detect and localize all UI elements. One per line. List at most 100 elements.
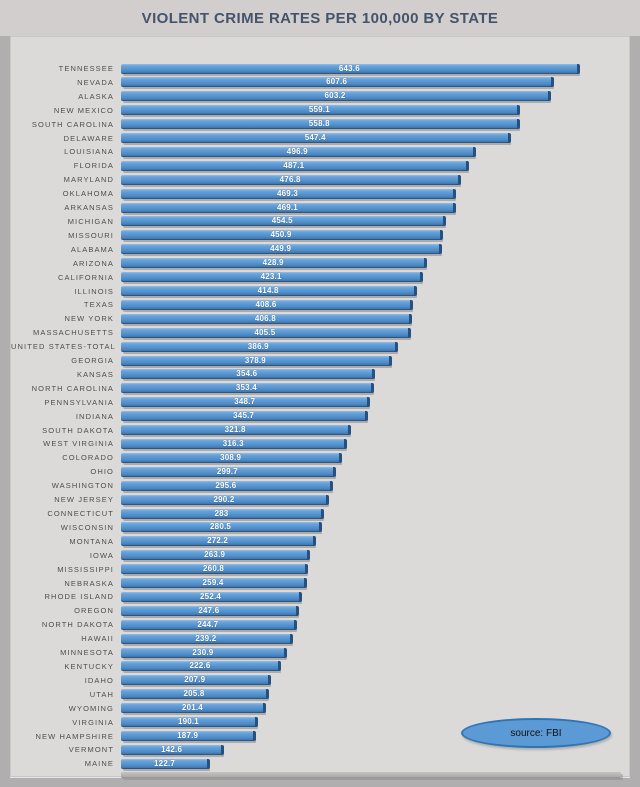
bar-row: VIRGINIA 190.1 <box>11 716 627 729</box>
category-label: ARIZONA <box>72 258 114 268</box>
bar: 454.5 <box>121 216 446 227</box>
bar: 558.8 <box>121 119 520 130</box>
bar-row: KANSAS 354.6 <box>11 368 627 381</box>
bar: 414.8 <box>121 286 418 296</box>
bar-row: ALABAMA 449.9 <box>11 243 627 256</box>
bar-area: 386.9 <box>121 341 627 352</box>
bar: 263.9 <box>121 550 311 561</box>
bar-area: 469.3 <box>121 188 627 199</box>
bar: 295.6 <box>121 480 333 491</box>
bar-area: 353.4 <box>121 383 627 394</box>
bar-area: 643.6 <box>121 63 627 74</box>
bar-row: MINNESOTA 230.9 <box>11 646 627 659</box>
category-label: HAWAII <box>81 634 114 644</box>
bar-area: 201.4 <box>121 703 627 714</box>
value-label: 122.7 <box>154 758 176 768</box>
category-label: COLORADO <box>62 453 114 463</box>
value-label: 547.4 <box>304 133 326 143</box>
bar: 450.9 <box>121 230 443 241</box>
value-label: 405.5 <box>254 327 276 337</box>
value-label: 406.8 <box>254 313 276 323</box>
category-label: ALABAMA <box>70 244 114 254</box>
bar-row: MISSOURI 450.9 <box>11 229 627 242</box>
bar-row: ALASKA 603.2 <box>11 90 627 103</box>
bar: 405.5 <box>121 327 411 338</box>
bar: 316.3 <box>121 438 348 449</box>
category-label: INDIANA <box>75 411 114 421</box>
bar: 259.4 <box>121 578 308 589</box>
bar-row: IOWA 263.9 <box>11 549 627 562</box>
category-label: NEW YORK <box>64 314 114 324</box>
category-label: NORTH CAROLINA <box>31 383 114 393</box>
title-band: VIOLENT CRIME RATES PER 100,000 BY STATE <box>0 0 640 36</box>
bar-area: 607.6 <box>121 77 627 88</box>
value-label: 408.6 <box>255 299 277 309</box>
bar-row: SOUTH CAROLINA 558.8 <box>11 118 627 131</box>
bar-area: 428.9 <box>121 258 627 269</box>
bar: 222.6 <box>121 661 281 672</box>
bar: 643.6 <box>121 63 580 74</box>
category-label: IOWA <box>89 550 114 560</box>
bar-row: OKLAHOMA 469.3 <box>11 187 627 200</box>
bar-row: ARKANSAS 469.1 <box>11 201 627 214</box>
bar-area: 290.2 <box>121 494 627 505</box>
bar-row: NEVADA 607.6 <box>11 76 627 89</box>
bar: 496.9 <box>121 146 476 157</box>
bar-area: 454.5 <box>121 216 627 227</box>
category-label: MASSACHUSETTS <box>33 328 114 338</box>
bar-row: MAINE 122.7 <box>11 757 627 770</box>
value-label: 487.1 <box>283 160 305 170</box>
category-label: NEBRASKA <box>64 578 114 588</box>
bar-row: UTAH 205.8 <box>11 688 627 701</box>
bar: 201.4 <box>121 703 266 714</box>
value-label: 354.6 <box>236 369 258 379</box>
category-label: MICHIGAN <box>67 216 114 226</box>
bar-area: 207.9 <box>121 675 627 686</box>
category-label: VERMONT <box>68 745 114 755</box>
bar-area: 230.9 <box>121 647 627 658</box>
bar: 378.9 <box>121 355 392 366</box>
bar-row: WEST VIRGINIA 316.3 <box>11 437 627 450</box>
bar: 321.8 <box>121 425 352 436</box>
value-label: 558.8 <box>308 119 330 129</box>
bar-row: WYOMING 201.4 <box>11 702 627 715</box>
value-label: 469.1 <box>276 202 298 212</box>
bar: 122.7 <box>121 758 211 769</box>
bar-area: 263.9 <box>121 550 627 561</box>
bar: 299.7 <box>121 466 336 477</box>
value-label: 345.7 <box>233 411 255 421</box>
bar-row: MISSISSIPPI 260.8 <box>11 563 627 576</box>
bar: 308.9 <box>121 452 343 463</box>
value-label: 607.6 <box>326 77 348 87</box>
value-label: 205.8 <box>183 689 205 699</box>
bar-row: ILLINOIS 414.8 <box>11 285 627 298</box>
bar-row: MASSACHUSETTS 405.5 <box>11 326 627 339</box>
bar: 607.6 <box>121 77 555 88</box>
bar-area: 469.1 <box>121 202 627 213</box>
category-label: CONNECTICUT <box>47 509 114 518</box>
bar: 408.6 <box>121 299 413 310</box>
bar-area: 423.1 <box>121 272 627 283</box>
chart-panel: TENNESSEE 643.6 NEVADA 607.6 ALASKA 603.2 NEW … <box>10 36 630 778</box>
bar-area: 378.9 <box>121 355 627 366</box>
value-label: 247.6 <box>198 605 220 615</box>
bar: 187.9 <box>121 731 257 741</box>
bar-area: 345.7 <box>121 411 627 422</box>
value-label: 316.3 <box>222 438 244 448</box>
category-label: DELAWARE <box>63 133 114 143</box>
bar-area: 348.7 <box>121 397 627 408</box>
bar-row: DELAWARE 547.4 <box>11 132 627 145</box>
bar-row: SOUTH DAKOTA 321.8 <box>11 424 627 437</box>
value-label: 469.3 <box>277 188 299 198</box>
bar-row: INDIANA 345.7 <box>11 410 627 423</box>
bar-row: UNITED STATES-TOTAL 386.9 <box>11 340 627 353</box>
bar-area: 299.7 <box>121 466 627 477</box>
value-label: 476.8 <box>279 174 301 184</box>
value-label: 272.2 <box>207 536 229 546</box>
bar-area: 205.8 <box>121 689 627 700</box>
category-label: UTAH <box>89 689 114 699</box>
bar-area: 252.4 <box>121 591 627 602</box>
bar: 247.6 <box>121 605 299 616</box>
bar-area: 414.8 <box>121 286 627 297</box>
bar-row: CALIFORNIA 423.1 <box>11 271 627 284</box>
